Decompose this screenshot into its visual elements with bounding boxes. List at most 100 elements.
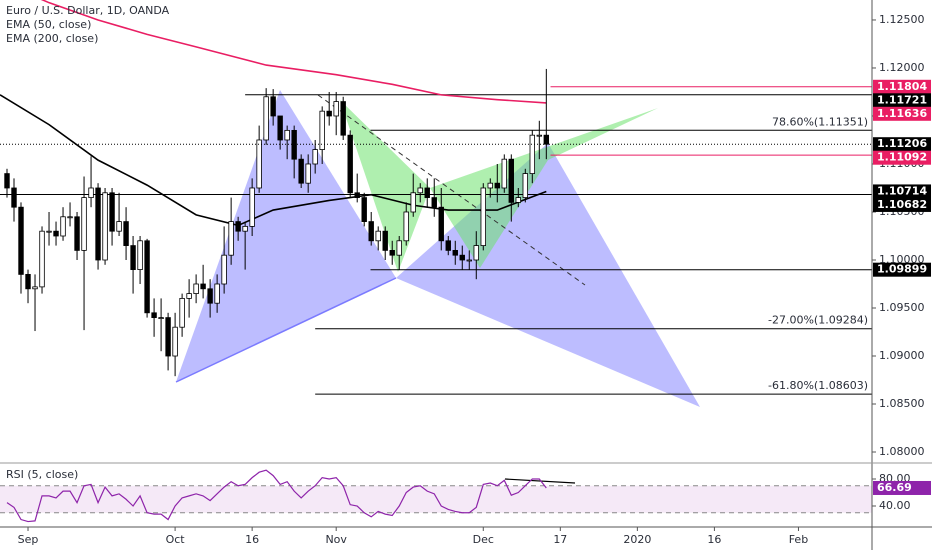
candle-body [284, 129, 290, 141]
candle-body [116, 221, 122, 232]
candle-body [200, 283, 206, 290]
price-tag-label: 1.11092 [877, 151, 927, 164]
x-tick-label: 16 [245, 533, 259, 546]
candle-body [137, 240, 143, 270]
candle-body [228, 221, 234, 256]
legend-entry: EMA (200, close) [6, 32, 98, 45]
candle-body [193, 283, 199, 294]
divergence-line [504, 478, 576, 484]
candle-body [39, 230, 45, 288]
pattern-edge [175, 277, 397, 383]
y-tick-label: 1.09000 [879, 349, 925, 362]
candle-body [361, 197, 367, 222]
candle-body [53, 230, 59, 237]
candle-body [158, 317, 164, 320]
candle-body [333, 101, 339, 117]
candle-body [480, 187, 486, 246]
fib-label: -27.00%(1.09284) [768, 314, 868, 327]
candle-body [165, 317, 171, 357]
price-tag [873, 106, 931, 121]
chart-title: Euro / U.S. Dollar, 1D, OANDA [6, 4, 170, 17]
candle-body [277, 115, 283, 141]
candle-body [214, 283, 220, 304]
rsi-value-label: 66.69 [877, 481, 912, 494]
candle-body [319, 110, 325, 150]
y-tick-label: 1.08000 [879, 445, 925, 458]
candle-body [4, 173, 10, 189]
candle-body [375, 230, 381, 242]
candle-body [207, 288, 213, 304]
candle-body [431, 197, 437, 208]
y-tick-label: 1.12500 [879, 13, 925, 26]
fib-label: -61.80%(1.08603) [768, 379, 868, 392]
candle-body [67, 216, 73, 219]
rsi-title: RSI (5, close) [6, 468, 78, 481]
candle-body [46, 230, 52, 233]
price-tag-label: 1.10714 [877, 184, 927, 197]
candle-body [536, 134, 543, 137]
price-tag [873, 79, 931, 94]
y-tick-label: 1.08500 [879, 397, 925, 410]
candle-body [445, 240, 451, 251]
candle-body [515, 197, 521, 203]
candle-body [144, 240, 150, 314]
candle-body [32, 286, 38, 290]
price-tag-label: 1.10682 [877, 198, 927, 211]
x-tick-label: Dec [473, 533, 494, 546]
candle-body [151, 312, 157, 319]
candle-body [438, 206, 444, 242]
pattern-shape [396, 143, 700, 407]
price-tag [873, 150, 931, 165]
candle-body [130, 245, 136, 270]
legend: Euro / U.S. Dollar, 1D, OANDA EMA (50, c… [6, 4, 170, 481]
pattern-shape [430, 108, 658, 268]
y-tick-label: 40.00 [879, 499, 911, 512]
candle-body [494, 182, 500, 189]
candle-body [396, 240, 402, 256]
candle-body [340, 101, 346, 136]
candle-body [417, 187, 423, 194]
candle-body [235, 221, 241, 232]
candle-body [291, 129, 297, 160]
rsi-line [6, 469, 547, 523]
price-tag-label: 1.11206 [877, 137, 927, 150]
candle-body [403, 211, 409, 242]
candle-body [123, 221, 129, 246]
y-tick-label: 1.09500 [879, 301, 925, 314]
x-tick-label: 16 [707, 533, 721, 546]
rsi-pane [0, 469, 872, 523]
candle-body [368, 221, 374, 242]
candle-body [249, 187, 255, 227]
candle-body [305, 163, 311, 184]
candle-body [466, 259, 472, 262]
y-tick-label: 1.12000 [879, 61, 925, 74]
candle-body [424, 187, 430, 198]
candle-body [172, 326, 178, 357]
candle-body [487, 182, 493, 189]
candle-body [270, 96, 276, 117]
candle-body [312, 149, 318, 165]
candle-body [81, 197, 87, 251]
pattern-shape [176, 90, 396, 382]
candle-body [102, 192, 108, 261]
candle-body [60, 216, 66, 237]
candle-body [522, 173, 529, 198]
candle-body [18, 206, 24, 275]
candle-body [95, 187, 101, 261]
price-tag [873, 137, 931, 152]
x-tick-label: Sep [18, 533, 39, 546]
candle-body [382, 230, 388, 251]
x-tick-label: Nov [325, 533, 347, 546]
price-tag [873, 262, 931, 277]
x-tick-label: 17 [553, 533, 567, 546]
candle-body [543, 134, 550, 145]
candle-body [347, 134, 353, 194]
candle-body [508, 158, 514, 203]
candle-body [452, 249, 458, 256]
candle-body [109, 192, 115, 232]
candle-body [410, 192, 416, 213]
candle-body [25, 273, 31, 290]
